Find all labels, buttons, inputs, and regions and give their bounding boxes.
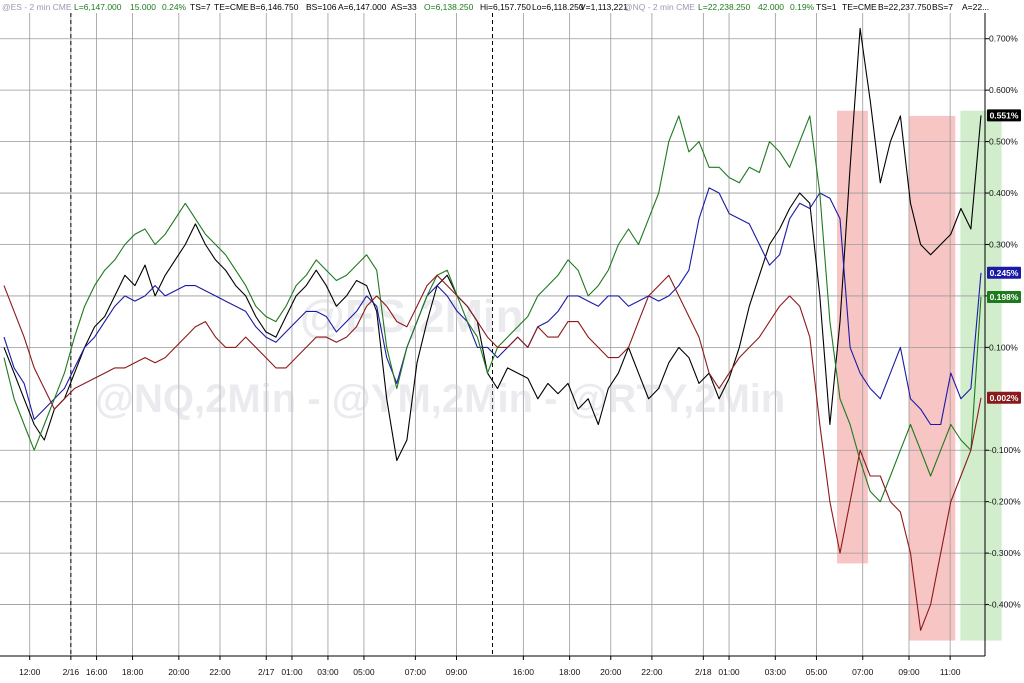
x-tick-label: 09:00 — [898, 667, 920, 677]
x-tick-label: 2/18 — [695, 667, 712, 677]
x-tick-label: 2/16 — [63, 667, 80, 677]
x-tick-label: 03:00 — [765, 667, 787, 677]
series-line-2 — [3, 187, 982, 426]
last-value-badge-3: 0.198% — [987, 290, 1021, 303]
last-value-badge-4: 0.002% — [987, 391, 1021, 404]
series-lines — [3, 27, 982, 631]
es-open: O=6,138.250 — [424, 2, 474, 12]
es-last: L=6,147.000 — [74, 2, 122, 12]
x-tick-label: 01:00 — [718, 667, 740, 677]
es-low: Lo=6,118.250 — [532, 2, 584, 12]
es-chg: 15.000 — [130, 2, 156, 12]
nq-bidsize: BS=7 — [932, 2, 953, 12]
x-tick-label: 01:00 — [281, 667, 303, 677]
nq-symbol: @NQ - 2 min CME — [624, 2, 695, 12]
x-axis: 12:00 2/16 16:00 18:00 20:00 22:00 2/17 01:00 03… — [19, 656, 961, 677]
badge-background — [987, 109, 1021, 122]
y-tick-label: -0.200% — [989, 497, 1021, 507]
badge-label: 0.551% — [990, 110, 1019, 120]
series-line-3 — [3, 115, 982, 503]
nq-last: L=22,238.250 — [698, 2, 751, 12]
es-te: TE=CME — [214, 2, 249, 12]
badge-background — [987, 266, 1021, 279]
es-asksize: AS=33 — [391, 2, 417, 12]
nq-chg: 42.000 — [758, 2, 784, 12]
y-tick-label: 0.700% — [989, 34, 1018, 44]
nq-pct: 0.19% — [790, 2, 815, 12]
x-tick-label: 12:00 — [19, 667, 41, 677]
es-vol: V=1,113,221 — [580, 2, 628, 12]
badge-background — [987, 391, 1021, 404]
x-tick-label: 16:00 — [513, 667, 535, 677]
y-tick-label: 0.300% — [989, 239, 1018, 249]
x-tick-label: 20:00 — [168, 667, 190, 677]
x-tick-label: 03:00 — [317, 667, 339, 677]
highlight-region-2 — [909, 115, 956, 641]
x-tick-label: 18:00 — [122, 667, 144, 677]
x-tick-label: 05:00 — [806, 667, 828, 677]
x-tick-label: 05:00 — [353, 667, 375, 677]
header-bar: @ES - 2 min CME L=6,147.000 15.000 0.24%… — [2, 2, 989, 12]
header-es: @ES - 2 min CME L=6,147.000 15.000 0.24%… — [2, 2, 989, 12]
last-value-badge-1: 0.551% — [987, 109, 1021, 122]
nq-ts: TS=1 — [816, 2, 837, 12]
highlight-region-1 — [837, 110, 868, 564]
last-value-badges: 0.551% 0.245% 0.198% 0.002% — [987, 109, 1021, 404]
es-high: Hi=6,157.750 — [480, 2, 531, 12]
es-bidsize: BS=106 — [306, 2, 337, 12]
y-tick-label: -0.100% — [989, 445, 1021, 455]
x-tick-label: 07:00 — [852, 667, 874, 677]
y-tick-label: 0.400% — [989, 188, 1018, 198]
x-tick-label: 22:00 — [209, 667, 231, 677]
y-tick-label: 0.500% — [989, 137, 1018, 147]
y-tick-label: 0.100% — [989, 342, 1018, 352]
watermark: @ES,2Min @NQ,2Min - @YM,2Min - @RTY,2Min — [95, 290, 785, 421]
x-tick-label: 18:00 — [559, 667, 581, 677]
y-tick-label: -0.300% — [989, 548, 1021, 558]
x-tick-label: 22:00 — [641, 667, 663, 677]
es-bid: B=6,146.750 — [250, 2, 299, 12]
x-tick-label: 2/17 — [258, 667, 275, 677]
x-tick-label: 09:00 — [446, 667, 468, 677]
x-tick-label: 11:00 — [940, 667, 961, 677]
y-axis: 0.700%0.600%0.500%0.400%0.300%0.200%0.10… — [985, 34, 1021, 610]
session-breaks — [70, 13, 493, 656]
es-ts: TS=7 — [190, 2, 211, 12]
es-symbol: @ES - 2 min CME — [2, 2, 72, 12]
series-line-1 — [3, 27, 982, 462]
badge-label: 0.245% — [990, 268, 1019, 278]
nq-bid: B=22,237.750 — [878, 2, 931, 12]
badge-label: 0.198% — [990, 292, 1019, 302]
highlight-region-3 — [960, 110, 1002, 641]
x-tick-label: 20:00 — [600, 667, 622, 677]
es-pct: 0.24% — [162, 2, 187, 12]
badge-label: 0.002% — [990, 393, 1019, 403]
badge-background — [987, 290, 1021, 303]
series-line-4 — [3, 274, 982, 631]
watermark-bottom: @NQ,2Min - @YM,2Min - @RTY,2Min — [95, 377, 785, 421]
nq-ask: A=22... — [962, 2, 989, 12]
last-value-badge-2: 0.245% — [987, 266, 1021, 279]
es-ask: A=6,147.000 — [338, 2, 387, 12]
x-tick-label: 16:00 — [86, 667, 108, 677]
y-tick-label: -0.400% — [989, 600, 1021, 610]
y-tick-label: 0.600% — [989, 85, 1018, 95]
x-tick-label: 07:00 — [405, 667, 427, 677]
nq-te: TE=CME — [842, 2, 877, 12]
